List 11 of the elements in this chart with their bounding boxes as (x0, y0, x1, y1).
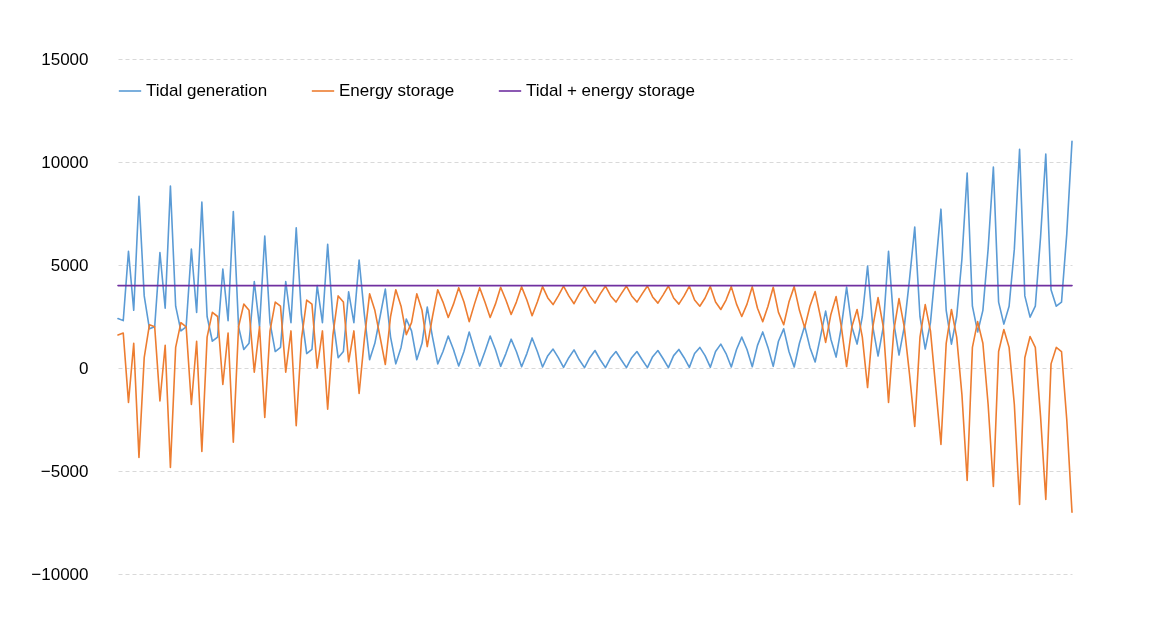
y-tick-label: −5000 (40, 461, 89, 481)
y-tick-label: 5000 (50, 255, 89, 275)
legend-label: Energy storage (339, 81, 455, 100)
y-tick-label: 15000 (41, 49, 89, 69)
y-tick-label: 10000 (41, 152, 89, 172)
y-tick-label: −10000 (31, 564, 89, 584)
y-tick-label: 0 (79, 358, 89, 378)
legend-label: Tidal + energy storage (526, 81, 695, 100)
line-series (117, 140, 1073, 369)
line-series (117, 285, 1073, 513)
legend-label: Tidal generation (146, 81, 268, 100)
